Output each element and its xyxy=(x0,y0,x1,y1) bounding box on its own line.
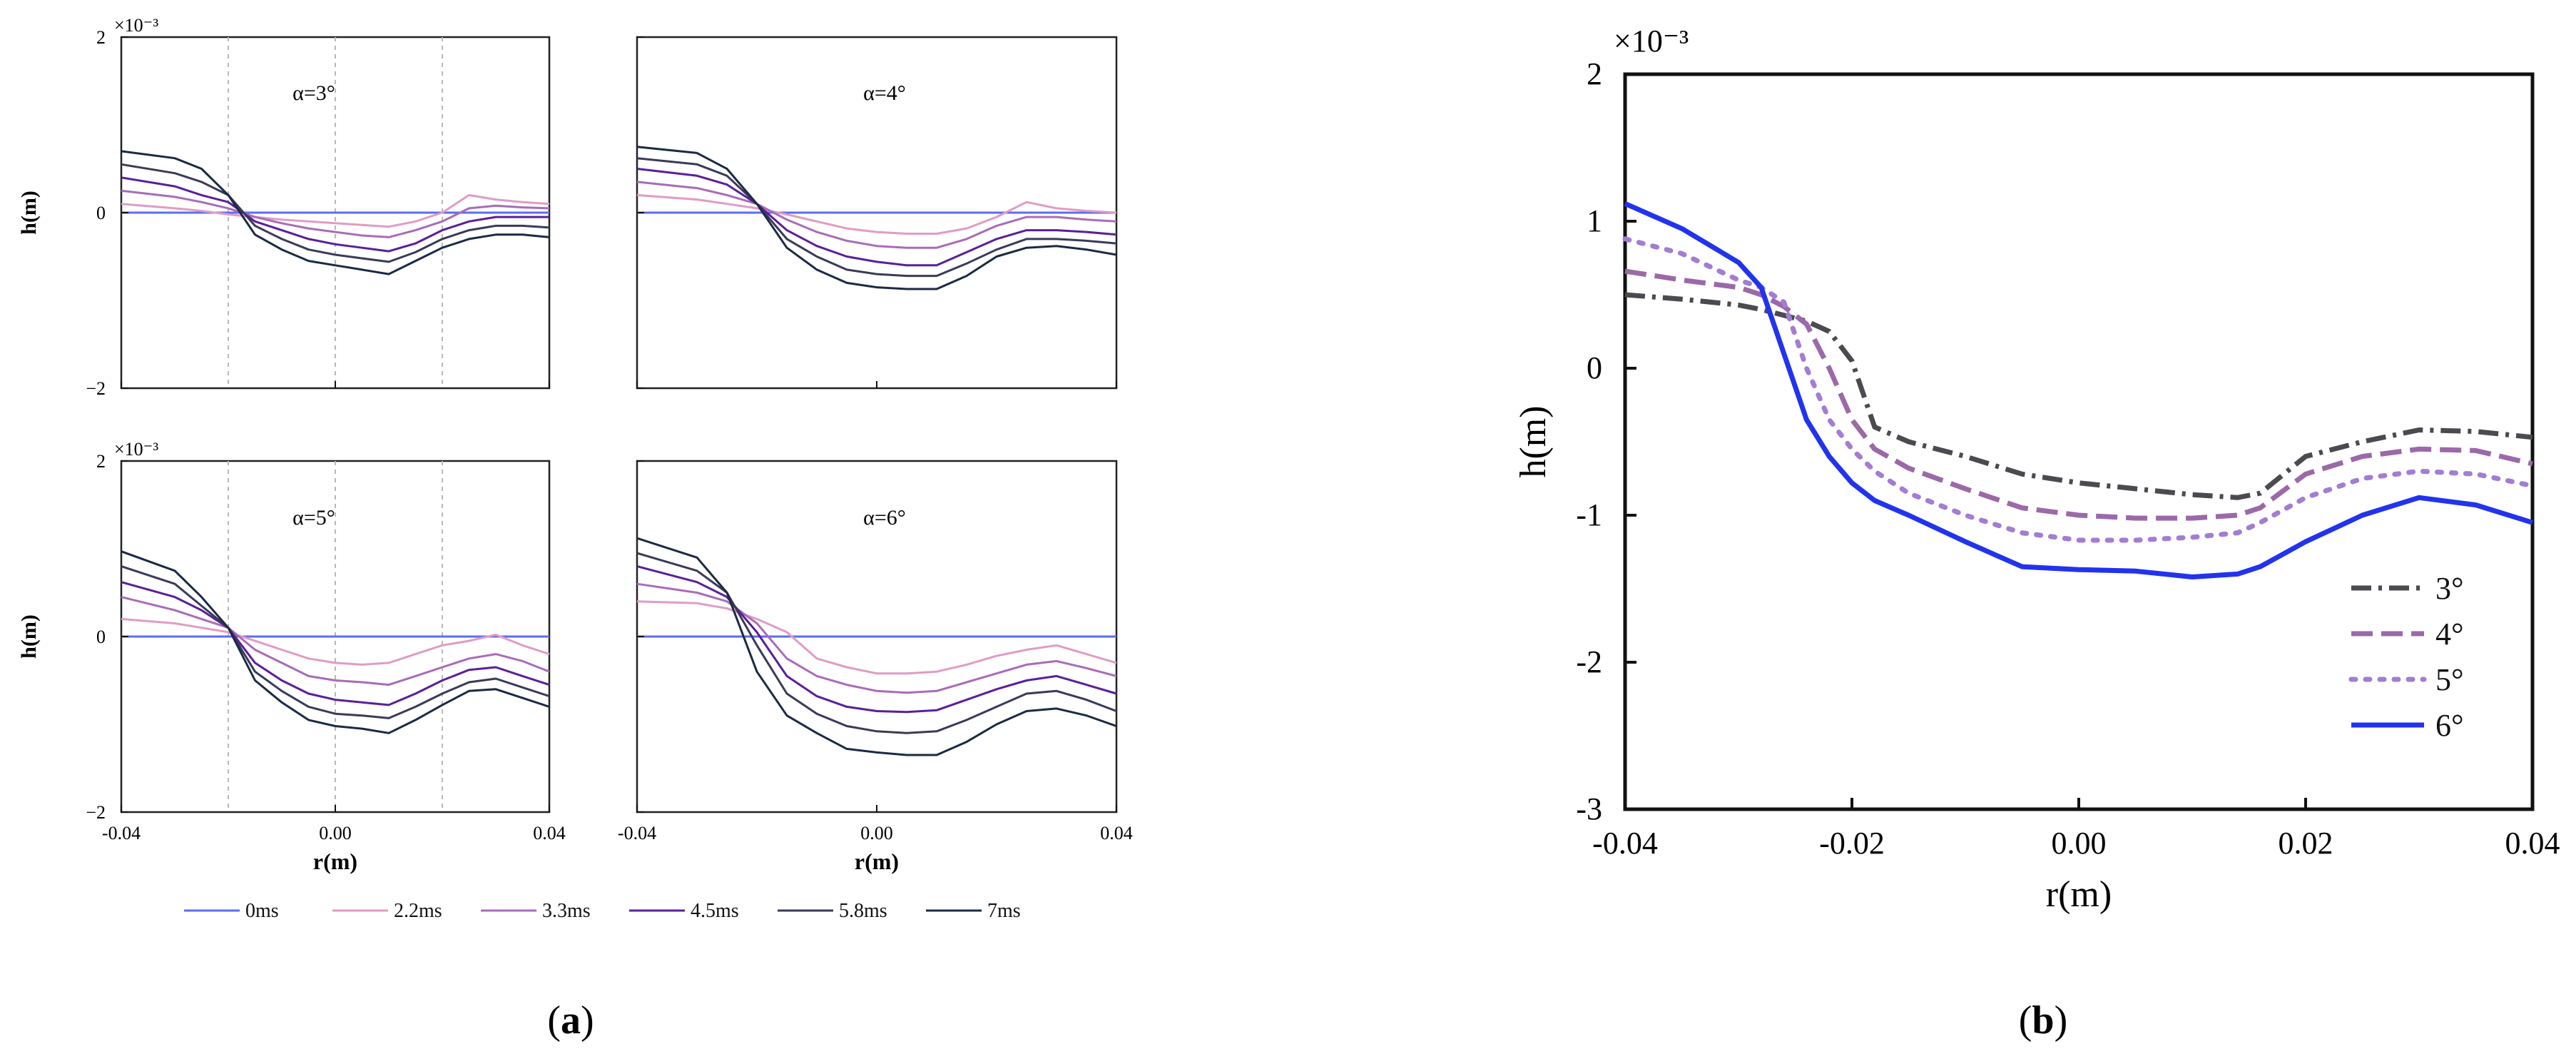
y-axis-label: h(m) xyxy=(17,614,41,659)
y-axis-label: h(m) xyxy=(17,191,41,235)
time-legend: 0ms 2.2ms 3.3ms 4.5ms 5.8ms 7ms xyxy=(184,900,1021,922)
legend-label: 6° xyxy=(2435,708,2464,743)
x-axis-label: r(m) xyxy=(313,848,357,874)
y-tick-label: −2 xyxy=(86,378,106,399)
x-tick-label: -0.04 xyxy=(102,823,141,843)
legend-label: 5° xyxy=(2435,662,2464,697)
legend-label: 0ms xyxy=(245,900,279,922)
series-line-5-8ms xyxy=(121,163,550,263)
x-tick-label: 0.02 xyxy=(2279,826,2333,861)
y-axis-label: h(m) xyxy=(1513,405,1554,477)
y-tick-label: 0 xyxy=(96,627,106,647)
x-tick-label: -0.02 xyxy=(1819,826,1885,861)
series-line-4 xyxy=(1624,268,2533,521)
series-line-2-2ms xyxy=(121,193,550,228)
subplot-title: α=4° xyxy=(863,81,906,105)
tick-marks xyxy=(1624,73,2534,811)
series-line-7ms xyxy=(636,146,1117,290)
legend-label: 4.5ms xyxy=(691,900,739,922)
x-tick-label: 0.00 xyxy=(2052,826,2107,861)
legend-label: 3° xyxy=(2435,571,2464,606)
subplot-title: α=6° xyxy=(863,506,906,529)
x-tick-label: -0.04 xyxy=(1592,826,1658,861)
series-line-4-5ms xyxy=(121,176,549,253)
y-tick-label: 1 xyxy=(1587,203,1602,238)
subplot-title: α=3° xyxy=(292,81,335,105)
panel-letter-b: b xyxy=(2032,998,2054,1043)
series-line-3-3ms xyxy=(636,582,1117,694)
series-line-7ms xyxy=(121,550,550,734)
y-tick-label: 2 xyxy=(1587,56,1602,91)
angle-legend: 3° 4° 5° 6° xyxy=(2348,571,2464,743)
y-tick-label: -2 xyxy=(1576,644,1602,679)
legend-label: 7ms xyxy=(987,900,1021,922)
panel-a2: α=4° xyxy=(636,36,1118,390)
series-line-6 xyxy=(1624,201,2534,579)
legend-label: 3.3ms xyxy=(542,900,591,922)
panel-a4: α=6° -0.04 0.00 0.04 r(m) xyxy=(618,460,1133,874)
series-line-5-8ms xyxy=(121,565,550,719)
series-line-2-2ms xyxy=(121,617,550,666)
series-line-4-5ms xyxy=(121,581,550,706)
y-exponent: ×10⁻³ xyxy=(1614,24,1689,59)
subplot-title: α=5° xyxy=(292,506,335,529)
series-line-5-8ms xyxy=(636,157,1117,278)
x-axis-label: r(m) xyxy=(2046,874,2112,915)
y-exponent: ×10⁻³ xyxy=(114,439,158,460)
x-tick-label: 0.00 xyxy=(860,823,893,843)
series-line-4-5ms xyxy=(636,565,1117,714)
series-line-3 xyxy=(1624,292,2533,500)
y-tick-label: −2 xyxy=(86,802,106,823)
y-tick-label: 0 xyxy=(1587,350,1602,385)
series-line-3-3ms xyxy=(121,596,550,686)
panel-label-b: (b) xyxy=(2019,998,2067,1043)
x-axis-label: r(m) xyxy=(855,848,899,874)
y-tick-label: -1 xyxy=(1576,497,1602,532)
x-tick-label: 0.00 xyxy=(319,823,352,843)
series-line-7ms xyxy=(636,537,1117,756)
series-group xyxy=(636,537,1117,756)
series-line-4-5ms xyxy=(636,168,1117,267)
panel-a1: α=3° ×10⁻³ 2 0 −2 h(m) xyxy=(17,15,551,399)
y-exponent: ×10⁻³ xyxy=(114,15,158,36)
panel-b: 3° 4° 5° 6° ×10⁻³ 2 1 0 -1 -2 -3 h(m) -0.04… xyxy=(1513,24,2560,915)
x-tick-label: 0.04 xyxy=(1100,823,1133,843)
series-line-3-3ms xyxy=(636,181,1117,249)
series-group xyxy=(121,550,550,734)
plot-frame xyxy=(1623,72,2535,811)
series-line-5 xyxy=(1622,236,2535,543)
panel-label-a: (a) xyxy=(547,998,594,1043)
series-line-7ms xyxy=(121,150,550,275)
series-line-2-2ms xyxy=(636,193,1117,235)
series-group xyxy=(121,150,550,275)
y-tick-label: 0 xyxy=(96,203,106,223)
series-group xyxy=(1622,201,2535,579)
x-tick-label: 0.04 xyxy=(533,823,566,843)
y-tick-label: 2 xyxy=(96,27,106,48)
series-group xyxy=(636,146,1117,290)
y-tick-label: -3 xyxy=(1576,791,1602,826)
series-line-5-8ms xyxy=(636,552,1117,734)
x-tick-label: 0.04 xyxy=(2505,826,2560,861)
y-tick-label: 2 xyxy=(96,451,106,472)
legend-label: 5.8ms xyxy=(839,900,887,922)
panel-letter-a: a xyxy=(561,998,581,1043)
legend-label: 4° xyxy=(2435,617,2464,652)
legend-label: 2.2ms xyxy=(394,900,442,922)
series-line-3-3ms xyxy=(121,189,550,238)
panel-a3: α=5° ×10⁻³ 2 0 −2 h(m) -0.04 0.00 0.04 r… xyxy=(17,439,566,874)
x-tick-label: -0.04 xyxy=(618,823,656,843)
